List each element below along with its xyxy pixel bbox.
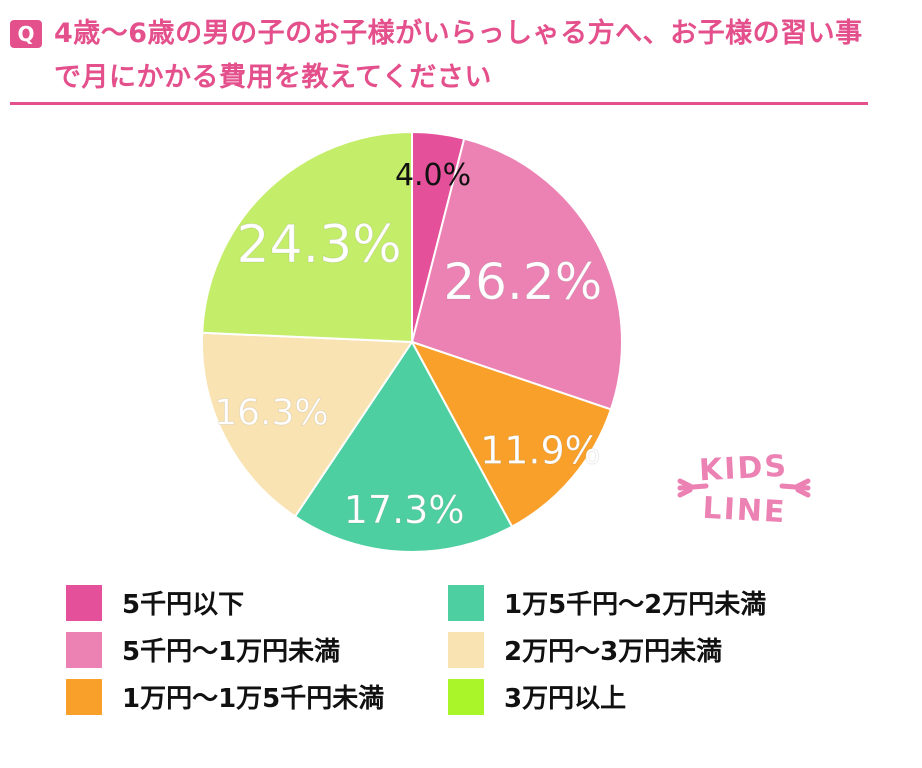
pie-slices — [201, 130, 623, 553]
legend-item: 2万円〜3万円未満 — [448, 631, 722, 668]
slice-value-label: 26.2% — [443, 253, 602, 311]
legend-swatch — [448, 678, 484, 715]
legend-label: 1万円〜1万5千円未満 — [122, 684, 385, 714]
legend-item: 1万円〜1万5千円未満 — [66, 678, 384, 715]
chart-title: 4歳〜6歳の男の子のお子様がいらっしゃる方へ、お子様の習い事で月にかかる費用を教… — [54, 18, 863, 93]
legend-label: 5千円以下 — [122, 590, 245, 620]
legend-swatch — [66, 584, 102, 621]
pie-slice — [201, 331, 414, 518]
legend-swatch — [448, 584, 484, 621]
slice-value-label: 24.3% — [236, 215, 401, 275]
slice-value-label: 17.3% — [344, 488, 465, 532]
legend-item: 5千円以下 — [66, 584, 244, 621]
legend-item: 3万円以上 — [448, 678, 626, 715]
pie-slice — [409, 340, 613, 529]
slice-value-label: 16.3% — [214, 393, 328, 434]
pie-slice — [293, 340, 514, 553]
legend-swatch — [448, 631, 484, 668]
kids-line-logo: KIDS LINE — [677, 449, 811, 528]
pie-slice — [201, 130, 413, 344]
slice-value-label: 4.0% — [395, 158, 471, 193]
legend-item: 5千円〜1万円未満 — [66, 631, 340, 668]
legend-swatch — [66, 631, 102, 668]
legend-item: 1万5千円〜2万円未満 — [448, 584, 766, 621]
logo-text-line2: LINE — [702, 491, 788, 528]
pie-value-labels: 4.0% 26.2% 11.9% 17.3% 16.3% 24.3% — [214, 158, 603, 532]
slice-value-label: 11.9% — [480, 428, 601, 472]
legend-swatch — [66, 678, 102, 715]
pie-slice — [410, 137, 623, 411]
legend-label: 1万5千円〜2万円未満 — [504, 590, 767, 620]
legend-label: 2万円〜3万円未満 — [504, 637, 723, 667]
legend-label: 5千円〜1万円未満 — [122, 637, 341, 667]
legend-label: 3万円以上 — [504, 684, 627, 714]
logo-text-line1: KIDS — [698, 449, 789, 489]
question-badge: Q — [10, 20, 42, 48]
title-divider — [10, 102, 868, 105]
